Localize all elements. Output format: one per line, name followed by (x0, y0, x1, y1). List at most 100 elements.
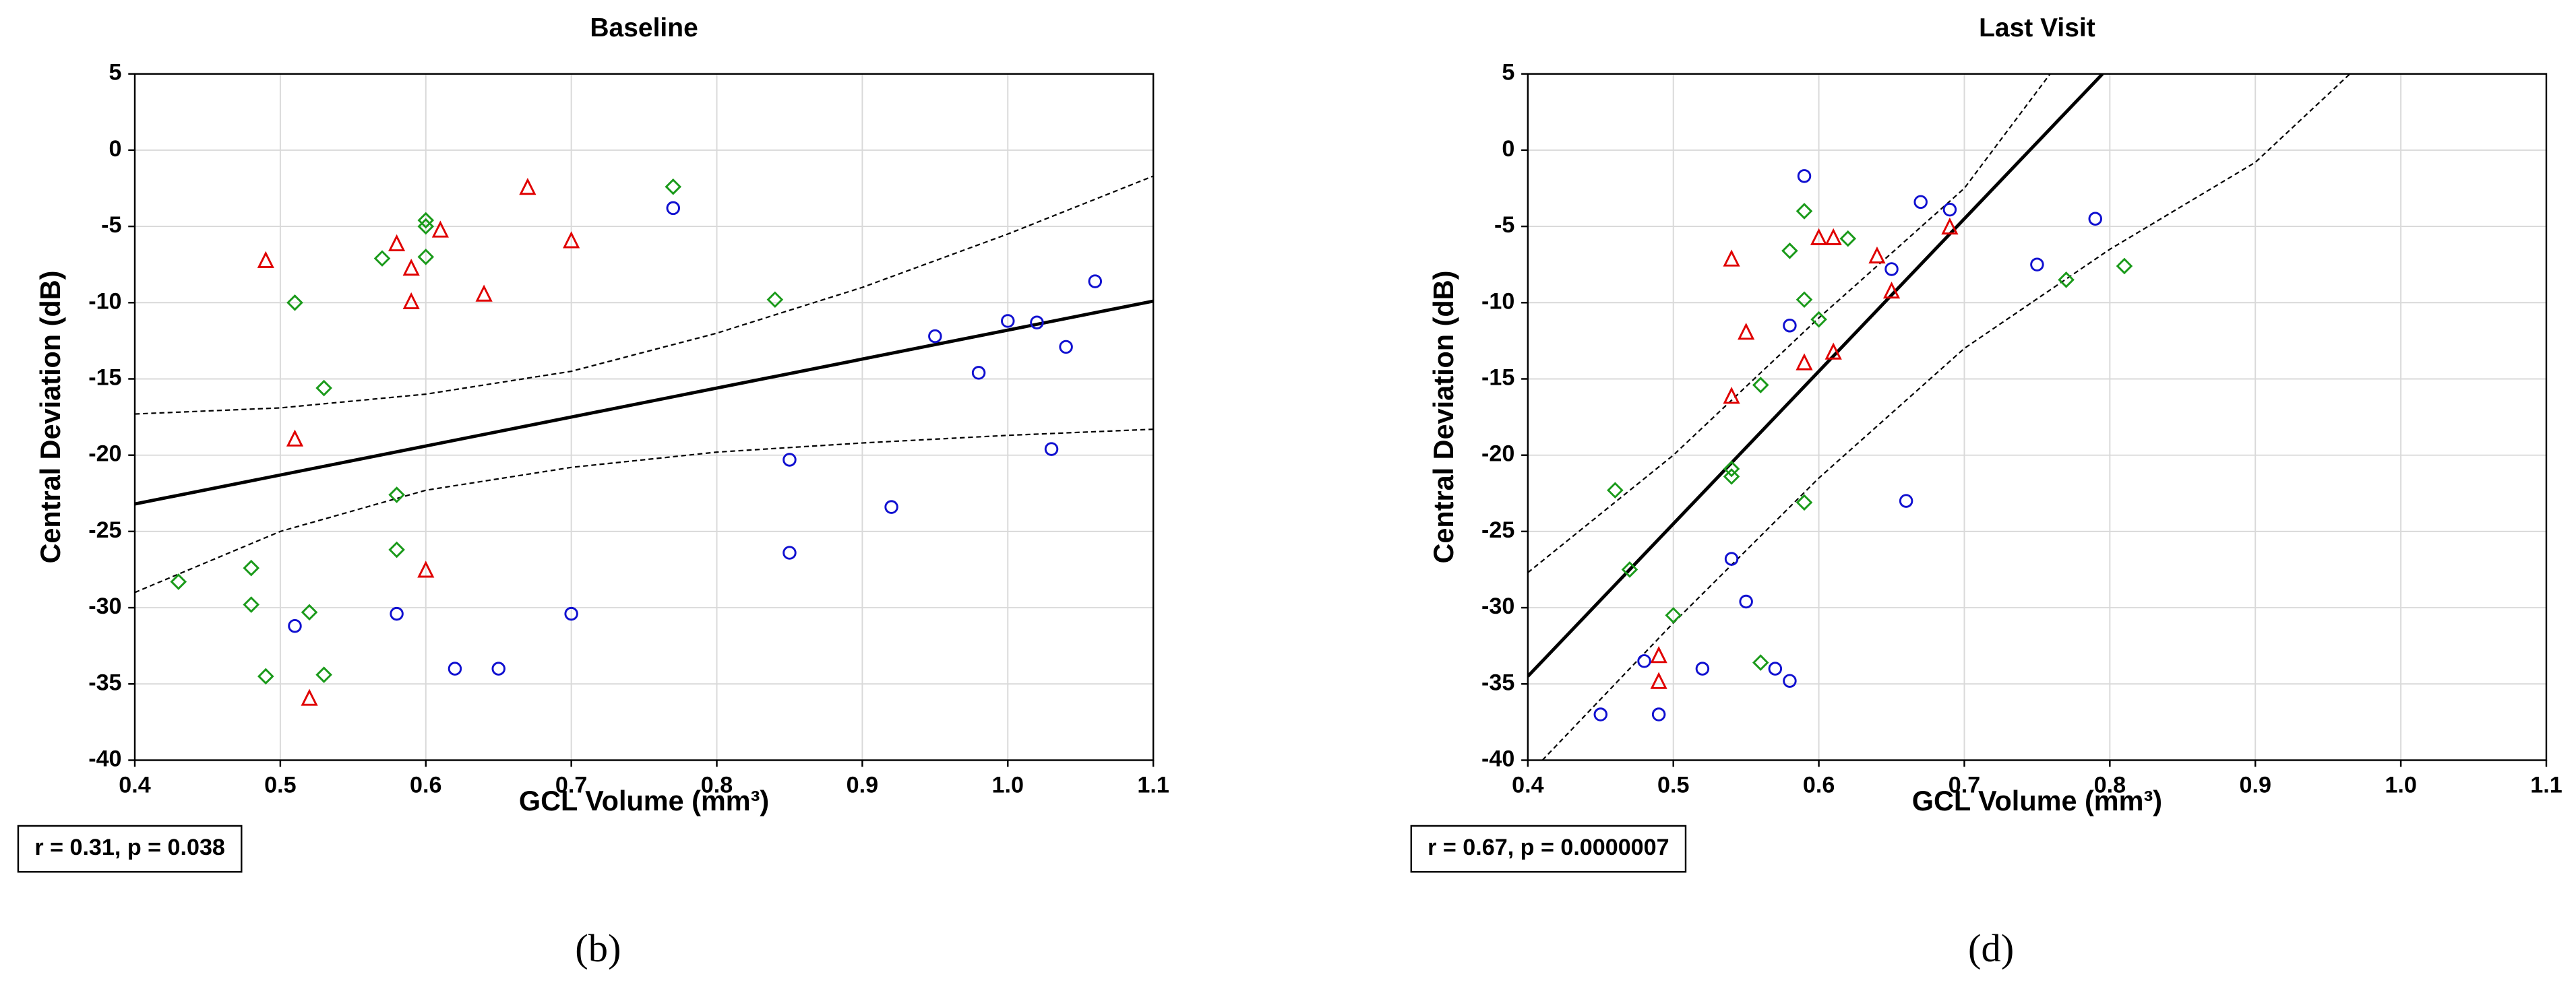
point (1942, 202, 1957, 217)
point (388, 234, 406, 251)
point (1824, 228, 1842, 245)
point (971, 366, 986, 380)
point (1913, 195, 1928, 210)
point (1001, 314, 1015, 328)
point (1768, 662, 1783, 676)
point (1796, 291, 1813, 309)
y-tick-label: -35 (1481, 670, 1514, 695)
y-tick-label: 5 (1502, 60, 1514, 86)
point (417, 218, 435, 235)
point (1059, 340, 1073, 354)
point (1593, 707, 1608, 721)
x-tick-label: 0.9 (847, 772, 878, 798)
annotation: r = 0.67, p = 0.0000007 (1428, 835, 1669, 860)
point (1723, 468, 1740, 485)
x-tick-label: 1.0 (992, 772, 1024, 798)
point (315, 379, 332, 397)
point (1884, 262, 1899, 276)
point (315, 666, 332, 683)
chart-title: Baseline (590, 13, 698, 42)
y-axis-label: Central Deviation (dB) (34, 271, 66, 564)
regression-line (1527, 73, 2104, 678)
point (1783, 674, 1797, 688)
point (1621, 561, 1638, 578)
point (2088, 212, 2102, 226)
point (2030, 257, 2044, 271)
point (928, 329, 942, 344)
point (1665, 607, 1682, 624)
panel-label: (d) (1968, 926, 2014, 970)
point (491, 662, 505, 676)
point (1882, 281, 1901, 299)
x-tick-label: 0.7 (555, 772, 587, 798)
y-tick-label: -15 (88, 364, 121, 390)
point (783, 546, 797, 560)
y-tick-label: -30 (88, 593, 121, 619)
point (417, 212, 435, 229)
point (1695, 662, 1710, 676)
point (257, 668, 274, 685)
plot: 5 0 -5 -10 -15 -20 -25 -30 -35 -400.4 0.5 0.6 0.7 0.8… (1410, 13, 2563, 970)
x-tick-label: 1.1 (1137, 772, 1169, 798)
point (1868, 246, 1886, 264)
point (766, 291, 784, 309)
point (1810, 311, 1827, 328)
point (288, 619, 302, 633)
point (243, 559, 260, 577)
point (301, 688, 318, 706)
point (1941, 217, 1959, 235)
regression-line (135, 299, 1154, 506)
point (1724, 552, 1739, 566)
confidence-band-lower (135, 428, 1154, 593)
point (2116, 257, 2133, 275)
point (1030, 315, 1044, 329)
y-tick-label: -10 (88, 288, 121, 314)
x-tick-label: 0.5 (1657, 772, 1689, 798)
y-tick-label: -40 (88, 746, 121, 771)
plot: 5 0 -5 -10 -15 -20 -25 -30 -35 -400.4 0.5 0.6 0.7 0.8… (17, 13, 1169, 970)
point (431, 220, 449, 238)
point (1088, 274, 1103, 288)
y-axis-label: Central Deviation (dB) (1428, 271, 1459, 564)
point (257, 251, 274, 268)
point (388, 541, 405, 558)
x-tick-label: 0.7 (1949, 772, 1980, 798)
point (1739, 594, 1753, 609)
point (170, 573, 187, 590)
point (1796, 494, 1813, 511)
point (1650, 672, 1667, 689)
x-tick-label: 1.0 (2385, 772, 2416, 798)
x-tick-label: 1.1 (2530, 772, 2562, 798)
y-tick-label: -35 (88, 670, 121, 695)
x-tick-label: 0.5 (264, 772, 296, 798)
x-tick-label: 0.4 (119, 772, 150, 798)
point (1783, 318, 1797, 333)
point (1796, 353, 1813, 371)
point (519, 178, 536, 195)
point (1839, 230, 1857, 247)
point (417, 249, 435, 265)
x-tick-label: 0.6 (410, 772, 441, 798)
y-tick-label: -5 (101, 212, 121, 238)
point (402, 292, 420, 310)
point (1738, 323, 1755, 340)
point (301, 604, 318, 621)
y-tick-label: -30 (1481, 593, 1514, 619)
point (1044, 442, 1059, 456)
point (1810, 228, 1828, 245)
y-tick-label: -15 (1481, 364, 1514, 390)
point (1797, 169, 1812, 183)
x-tick-label: 0.4 (1512, 772, 1543, 798)
point (1651, 707, 1666, 721)
point (1781, 242, 1798, 259)
annotation-box (1410, 825, 1687, 873)
point (1723, 460, 1740, 478)
x-axis-label: GCL Volume (mm³) (1912, 785, 2162, 816)
y-tick-label: 0 (109, 136, 122, 162)
point (286, 429, 304, 447)
confidence-band-upper (135, 175, 1154, 415)
point (1796, 203, 1813, 220)
confidence-band-upper (1527, 73, 2051, 573)
